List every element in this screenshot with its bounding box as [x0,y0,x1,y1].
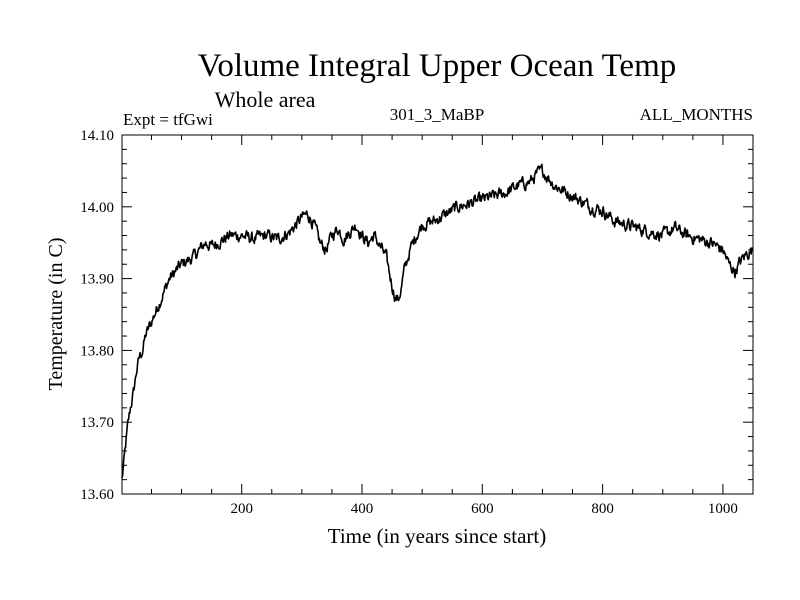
chart-title: Volume Integral Upper Ocean Temp [198,48,676,84]
chart-subtitle: Whole area [215,87,316,112]
x-tick-label: 1000 [708,501,738,517]
x-axis-label: Time (in years since start) [328,524,547,548]
y-tick-label: 13.80 [80,343,114,359]
x-tick-label: 400 [351,501,374,517]
y-tick-labels: 13.60 13.70 13.80 13.90 14.00 14.10 [80,128,114,503]
y-tick-label: 14.00 [80,200,114,216]
plot-frame [121,134,754,495]
x-tick-label: 600 [471,501,494,517]
y-tick-label: 14.10 [80,128,114,144]
center-label: 301_3_MaBP [390,105,484,124]
x-tick-labels: 200 400 600 800 1000 [230,501,737,517]
expt-label: Expt = tfGwi [123,110,213,129]
tick-marks [122,134,753,495]
x-tick-label: 200 [230,501,253,517]
y-tick-label: 13.70 [80,415,114,431]
series-line [121,163,754,479]
x-tick-label: 800 [591,501,614,517]
y-tick-label: 13.60 [80,487,114,503]
y-tick-label: 13.90 [80,272,114,288]
y-axis-label: Temperature (in C) [45,238,67,391]
right-label: ALL_MONTHS [640,105,753,124]
